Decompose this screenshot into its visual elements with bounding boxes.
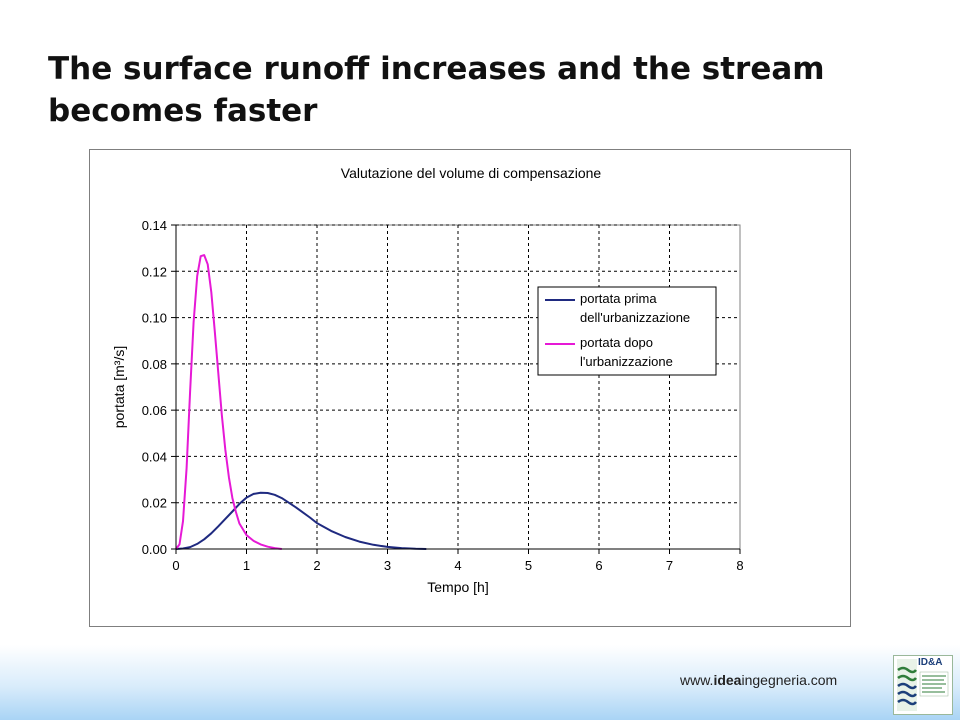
y-tick-label: 0.08 (142, 357, 167, 372)
logo-wave-icon (897, 659, 949, 711)
x-tick-label: 7 (666, 558, 673, 573)
y-axis-label: portata [m³/s] (111, 346, 127, 428)
series-line-1 (175, 491, 427, 550)
series-line-2 (175, 254, 282, 550)
company-logo (893, 655, 953, 715)
x-tick-label: 1 (243, 558, 250, 573)
legend-label: portata prima (580, 291, 657, 306)
y-tick-label: 0.14 (142, 218, 167, 233)
axes: 0 1 2 3 4 5 6 7 8 0.00 0.02 0.04 0.06 0.08 0.10 0.12 0.1… (142, 218, 744, 573)
x-tick-label: 8 (736, 558, 743, 573)
legend: portata prima dell'urbanizzazione portata … (537, 286, 717, 376)
y-tick-label: 0.00 (142, 542, 167, 557)
chart-area: Valutazione del volume di compensazione … (89, 149, 851, 627)
x-tick-label: 2 (313, 558, 320, 573)
footer-url-suffix: ingegneria.com (741, 672, 838, 688)
x-axis-label: Tempo [h] (427, 579, 488, 595)
legend-box (537, 286, 717, 376)
logo-text: ID&A (918, 657, 943, 668)
series-lines (175, 254, 427, 550)
legend-label: dell'urbanizzazione (580, 310, 690, 325)
y-tick-label: 0.02 (142, 496, 167, 511)
y-tick-label: 0.06 (142, 403, 167, 418)
legend-label: l'urbanizzazione (580, 354, 673, 369)
x-tick-label: 4 (454, 558, 461, 573)
footer-url-bold: idea (713, 672, 742, 688)
chart-title: Valutazione del volume di compensazione (341, 165, 602, 181)
y-tick-label: 0.04 (142, 449, 167, 464)
slide-title: The surface runoff increases and the str… (48, 51, 825, 129)
x-tick-label: 0 (172, 558, 179, 573)
y-tick-label: 0.12 (142, 264, 167, 279)
x-tick-label: 5 (525, 558, 532, 573)
footer-url[interactable]: www.ideaingegneria.com (680, 672, 837, 688)
x-tick-label: 3 (384, 558, 391, 573)
chart-svg: Valutazione del volume di compensazione … (111, 165, 744, 595)
x-tick-label: 6 (595, 558, 602, 573)
footer-band (0, 645, 960, 720)
footer-url-prefix: www. (680, 672, 714, 688)
legend-label: portata dopo (580, 335, 653, 350)
y-tick-label: 0.10 (142, 311, 167, 326)
